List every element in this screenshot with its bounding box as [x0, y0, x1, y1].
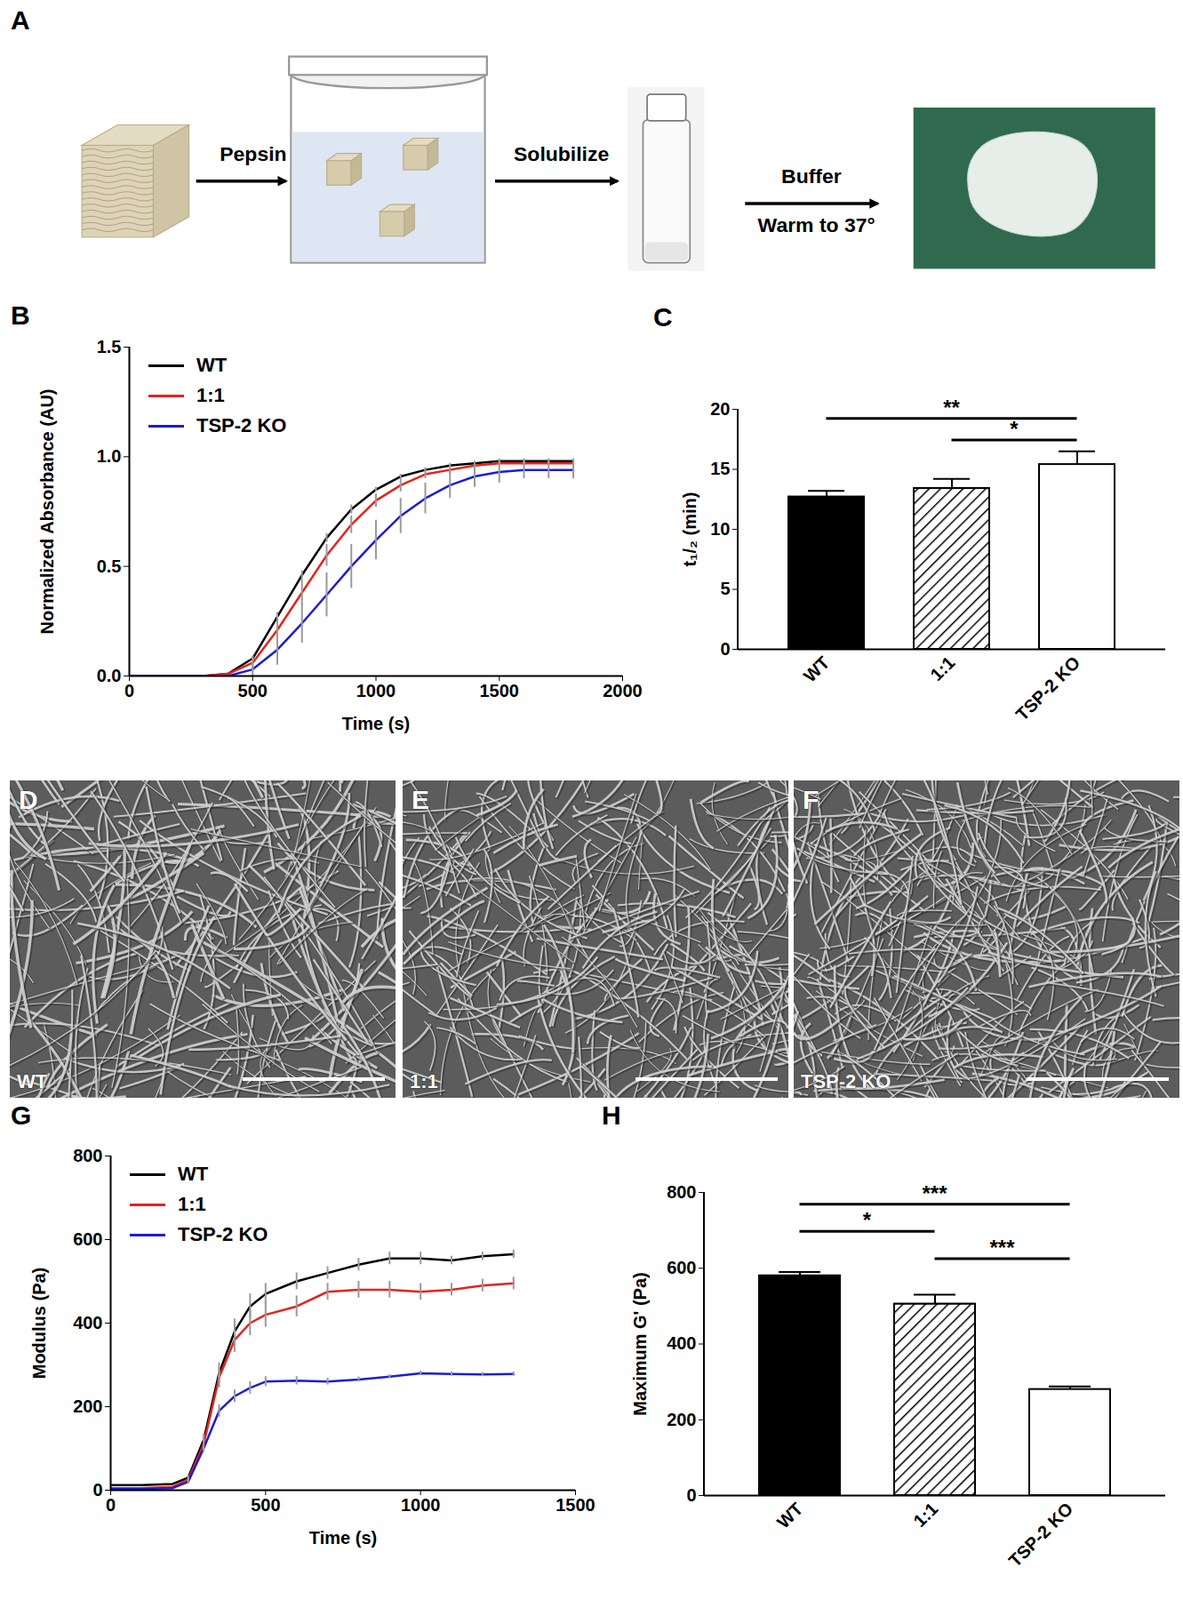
- svg-text:200: 200: [72, 1396, 103, 1416]
- svg-text:Modulus (Pa): Modulus (Pa): [29, 1267, 49, 1380]
- html-text:WT: WT: [196, 353, 227, 376]
- svg-text:5: 5: [719, 578, 730, 599]
- svg-text:0.0: 0.0: [96, 665, 122, 686]
- svg-text:1:1: 1:1: [909, 1498, 942, 1531]
- svg-text:10: 10: [710, 519, 730, 539]
- svg-text:0: 0: [92, 1479, 103, 1500]
- svg-text:1500: 1500: [555, 1494, 596, 1515]
- svg-text:2000: 2000: [602, 680, 643, 701]
- svg-text:WT: WT: [773, 1498, 808, 1533]
- svg-text:0: 0: [719, 639, 730, 659]
- svg-text:0: 0: [105, 1494, 116, 1515]
- svg-text:TSP-2 KO: TSP-2 KO: [1005, 1498, 1078, 1571]
- svg-text:Time (s): Time (s): [342, 713, 410, 734]
- svg-text:TSP-2 KO: TSP-2 KO: [800, 1070, 891, 1093]
- svg-text:Normalized Absorbance (AU): Normalized Absorbance (AU): [37, 389, 57, 635]
- svg-text:1000: 1000: [400, 1494, 441, 1515]
- svg-text:***: ***: [989, 1235, 1016, 1260]
- svg-text:E: E: [411, 784, 430, 815]
- svg-text:500: 500: [238, 680, 268, 701]
- svg-text:t₁/₂ (min): t₁/₂ (min): [679, 492, 700, 568]
- svg-text:600: 600: [72, 1229, 103, 1249]
- svg-text:1:1: 1:1: [926, 652, 959, 685]
- html-text:WT: WT: [177, 1162, 209, 1185]
- svg-text:D: D: [18, 784, 39, 815]
- svg-text:600: 600: [666, 1257, 696, 1278]
- svg-text:Solubilize: Solubilize: [513, 142, 609, 166]
- svg-text:1.0: 1.0: [96, 446, 122, 466]
- svg-text:Pepsin: Pepsin: [219, 142, 287, 166]
- svg-text:400: 400: [666, 1333, 696, 1353]
- svg-text:400: 400: [72, 1312, 103, 1333]
- svg-text:200: 200: [666, 1409, 696, 1430]
- html-text:G: G: [10, 1100, 32, 1130]
- svg-text:Buffer: Buffer: [781, 164, 842, 188]
- svg-text:Maximum G' (Pa): Maximum G' (Pa): [630, 1271, 650, 1415]
- html-text:TSP-2 KO: TSP-2 KO: [196, 414, 287, 437]
- html-text:1:1: 1:1: [177, 1192, 207, 1215]
- svg-text:F: F: [802, 784, 819, 815]
- svg-text:500: 500: [250, 1494, 280, 1515]
- html-text:TSP-2 KO: TSP-2 KO: [177, 1222, 268, 1246]
- svg-text:WT: WT: [16, 1070, 48, 1093]
- svg-text:*: *: [863, 1207, 872, 1232]
- svg-text:1500: 1500: [479, 680, 520, 701]
- svg-text:**: **: [943, 395, 960, 420]
- svg-text:0: 0: [686, 1485, 696, 1505]
- svg-text:800: 800: [666, 1182, 696, 1202]
- html-text:H: H: [601, 1100, 622, 1130]
- svg-text:WT: WT: [799, 652, 834, 687]
- svg-text:*: *: [1009, 416, 1019, 441]
- html-text:A: A: [10, 5, 30, 35]
- svg-text:15: 15: [710, 458, 730, 479]
- html-text:C: C: [653, 302, 673, 332]
- svg-text:Time (s): Time (s): [309, 1527, 377, 1548]
- svg-text:0.5: 0.5: [96, 556, 122, 576]
- svg-text:1:1: 1:1: [409, 1070, 439, 1093]
- svg-text:800: 800: [72, 1145, 103, 1166]
- svg-text:Warm to 37°: Warm to 37°: [758, 213, 876, 237]
- svg-text:1.5: 1.5: [96, 336, 122, 357]
- svg-text:TSP-2 KO: TSP-2 KO: [1012, 652, 1085, 725]
- svg-text:20: 20: [710, 399, 730, 419]
- html-text:1:1: 1:1: [196, 383, 225, 407]
- html-text:B: B: [10, 300, 30, 330]
- svg-text:***: ***: [921, 1181, 948, 1206]
- svg-text:0: 0: [124, 680, 135, 701]
- svg-text:1000: 1000: [356, 680, 397, 701]
